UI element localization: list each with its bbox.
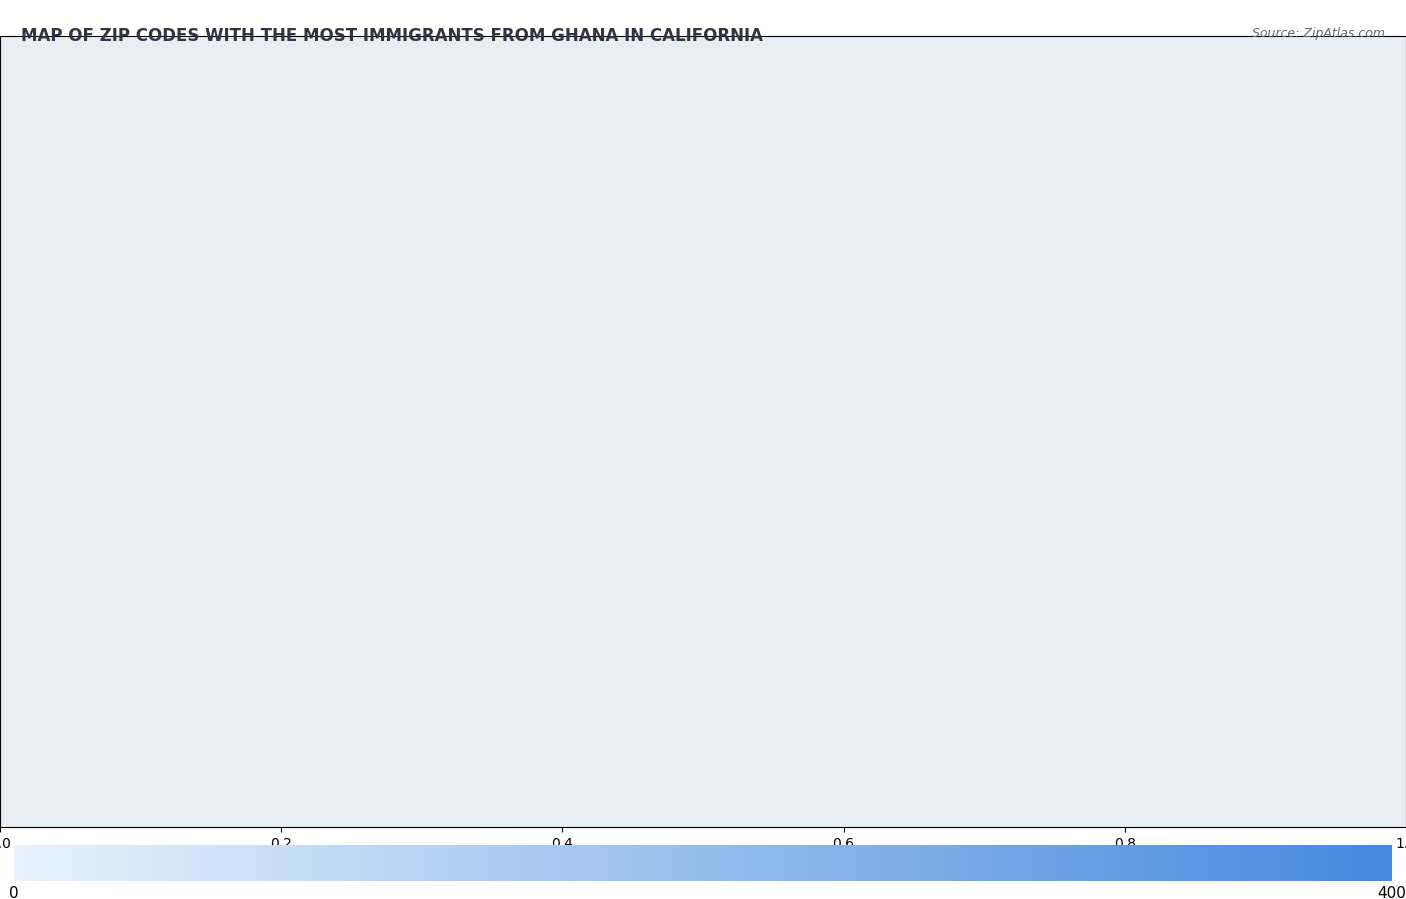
Text: MAP OF ZIP CODES WITH THE MOST IMMIGRANTS FROM GHANA IN CALIFORNIA: MAP OF ZIP CODES WITH THE MOST IMMIGRANT… xyxy=(21,27,763,45)
Text: Source: ZipAtlas.com: Source: ZipAtlas.com xyxy=(1251,27,1385,40)
